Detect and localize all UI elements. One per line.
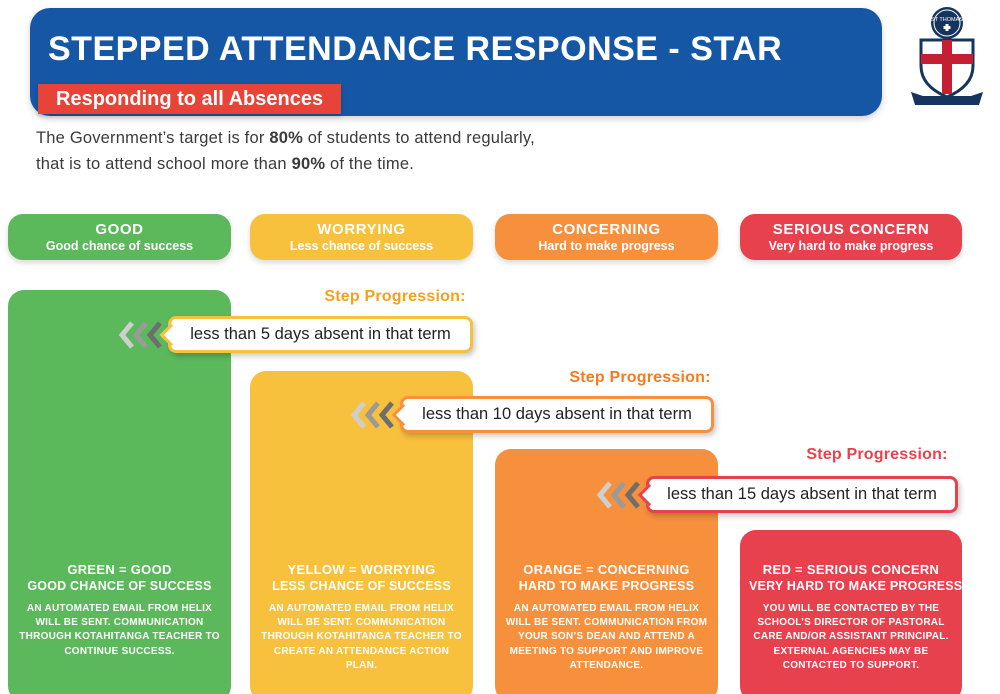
column-subheading: LESS CHANCE OF SUCCESS (272, 579, 451, 593)
pill-title: WORRYING (317, 221, 406, 238)
column-body-bold: DEAN (586, 631, 616, 643)
crest-mini-cross-horizontal (943, 26, 951, 29)
column-body-pre: AN AUTOMATED EMAIL FROM HELIX WILL BE SE… (19, 603, 213, 643)
crest-text: ST THOMAS (931, 17, 963, 23)
column-body: YOU WILL BE CONTACTED BY THE SCHOOL’S DI… (749, 602, 953, 673)
status-pill-serious-concern: SERIOUS CONCERN Very hard to make progre… (740, 214, 962, 260)
column-body-post: EXTERNAL AGENCIES MAY BE CONTACTED TO SU… (773, 645, 929, 671)
page-title: STEPPED ATTENDANCE RESPONSE - STAR (48, 30, 782, 69)
intro-line-2-pre: that is to attend school more than (36, 154, 292, 173)
chevron-left-icon (350, 401, 396, 434)
pill-subtitle: Hard to make progress (538, 239, 675, 253)
school-crest-graphic: ST THOMAS (911, 7, 983, 105)
intro-text: The Government’s target is for 80% of st… (36, 126, 535, 177)
column-orange-text: ORANGE = CONCERNING HARD TO MAKE PROGRES… (505, 562, 708, 673)
intro-line-1-post: of students to attend regularly, (302, 129, 535, 147)
step-callout-2: less than 10 days absent in that term (400, 396, 714, 433)
column-body-pre: YOU WILL BE CONTACTED BY THE SCHOOL’S (757, 603, 940, 629)
header-subtitle: Responding to all Absences (38, 84, 342, 114)
crest-circle-ring (933, 9, 961, 37)
column-subheading: VERY HARD TO MAKE PROGRESS (749, 579, 963, 593)
pill-subtitle: Good chance of success (45, 239, 194, 253)
intro-line-2-bold: 90% (291, 154, 326, 173)
intro-line-2-post: of the time. (325, 154, 415, 173)
step-callout-text: less than 10 days absent in that term (422, 405, 692, 423)
status-pill-worrying: WORRYING Less chance of success (250, 214, 473, 260)
step-callout-text: less than 15 days absent in that term (667, 485, 937, 503)
column-red-text: RED = SERIOUS CONCERN VERY HARD TO MAKE … (749, 562, 963, 673)
column-body-bold: KOTAHITANGA TEACHER (74, 631, 203, 643)
page-title-main: STEPPED ATTENDANCE RESPONSE - (48, 30, 691, 68)
column-heading: GREEN = GOOD (67, 562, 172, 577)
school-crest: ST THOMAS (903, 4, 991, 113)
crest-cross-horizontal (921, 54, 973, 64)
step-callout-3: less than 15 days absent in that term (646, 476, 958, 513)
pill-title: SERIOUS CONCERN (772, 221, 930, 238)
column-body-bold: DIRECTOR OF PASTORAL CARE AND/OR ASSISTA… (753, 617, 949, 643)
status-pill-concerning: CONCERNING Hard to make progress (495, 214, 718, 260)
column-heading: YELLOW = WORRYING (287, 562, 436, 577)
status-pill-good: GOOD Good chance of success (8, 214, 231, 260)
column-red (740, 530, 962, 694)
column-subheading: HARD TO MAKE PROGRESS (518, 579, 695, 593)
crest-motto-ribbon (911, 92, 983, 105)
column-body-post: TO CONTINUE SUCCESS. (64, 631, 220, 657)
intro-line-2: that is to attend school more than 90% o… (36, 152, 535, 178)
column-body: AN AUTOMATED EMAIL FROM HELIX WILL BE SE… (18, 602, 221, 659)
step-progression-label-1: Step Progression: (324, 288, 466, 305)
crest-circle (931, 7, 963, 39)
column-body: AN AUTOMATED EMAIL FROM HELIX WILL BE SE… (505, 602, 708, 673)
step-progression-label-2: Step Progression: (569, 369, 711, 386)
pill-title: CONCERNING (552, 221, 661, 238)
column-heading: RED = SERIOUS CONCERN (762, 562, 940, 577)
chevron-left-icon (118, 321, 164, 354)
column-green-text: GREEN = GOOD GOOD CHANCE OF SUCCESS AN A… (18, 562, 221, 659)
chevron-left-icon (596, 481, 642, 514)
column-body: AN AUTOMATED EMAIL FROM HELIX WILL BE SE… (260, 602, 463, 673)
column-yellow-text: YELLOW = WORRYING LESS CHANCE OF SUCCESS… (260, 562, 463, 673)
intro-line-1: The Government’s target is for 80% of st… (36, 126, 535, 152)
pill-subtitle: Very hard to make progress (768, 239, 934, 253)
intro-line-1-bold: 80% (269, 129, 303, 147)
step-callout-1: less than 5 days absent in that term (168, 316, 473, 353)
column-body-pre: AN AUTOMATED EMAIL FROM HELIX WILL BE SE… (505, 603, 708, 643)
intro-line-1-pre: The Government’s target is for (36, 129, 270, 147)
column-heading: ORANGE = CONCERNING (523, 562, 690, 577)
pill-title: GOOD (95, 221, 144, 238)
column-subheading: GOOD CHANCE OF SUCCESS (27, 579, 212, 593)
column-body-bold: KOTAHITANGA TEACHER (316, 631, 445, 643)
column-body-pre: AN AUTOMATED EMAIL FROM HELIX WILL BE SE… (261, 603, 455, 643)
page-title-star: STAR (690, 30, 783, 68)
pill-subtitle: Less chance of success (289, 239, 434, 253)
column-green (8, 290, 231, 694)
step-progression-label-3: Step Progression: (806, 446, 948, 463)
column-body-post: AND ATTEND A MEETING TO SUPPORT AND IMPR… (509, 631, 704, 671)
column-body-post: TO CREATE AN ATTENDANCE ACTION PLAN. (273, 631, 462, 671)
step-callout-text: less than 5 days absent in that term (190, 325, 451, 343)
crest-cross-vertical (942, 40, 952, 94)
